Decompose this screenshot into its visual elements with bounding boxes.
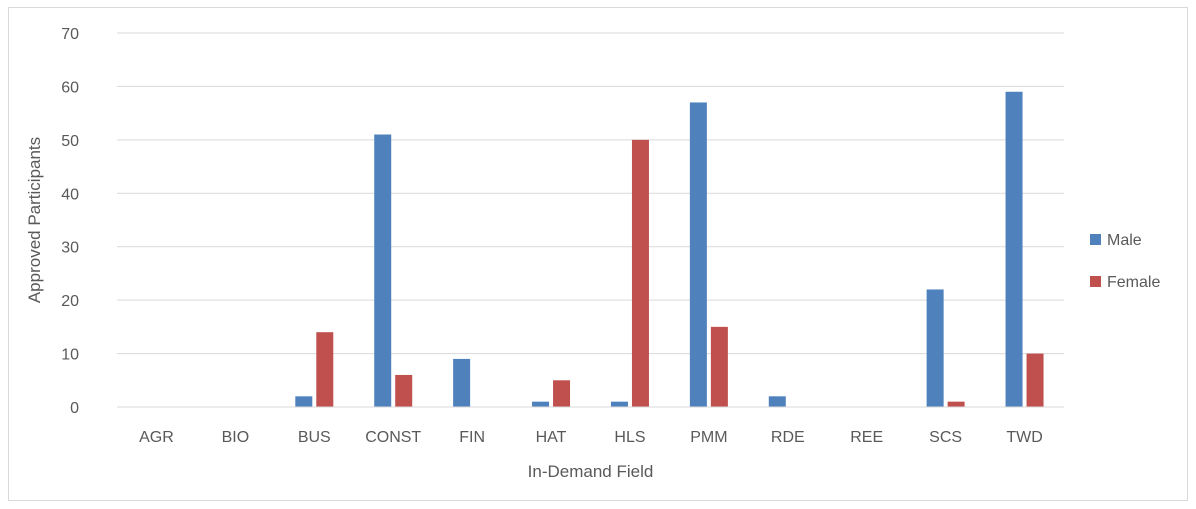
legend-swatch-male <box>1090 234 1101 245</box>
bar-female-hls <box>631 139 649 407</box>
x-tick-label: BUS <box>298 429 331 446</box>
chart-frame <box>8 7 1188 501</box>
x-tick-label: HAT <box>536 429 567 446</box>
x-tick-label: HLS <box>614 429 645 446</box>
bar-male-pmm <box>689 102 707 407</box>
bar-female-pmm <box>710 326 728 407</box>
gridlines <box>117 32 1064 355</box>
bar-male-hat <box>532 401 550 407</box>
y-tick-label: 10 <box>61 347 79 364</box>
bar-male-bus <box>295 396 313 407</box>
legend: Male Female <box>1090 232 1160 291</box>
bar-male-const <box>374 134 392 407</box>
legend-swatch-female <box>1090 276 1101 287</box>
x-tick-label: BIO <box>222 429 250 446</box>
bars <box>295 91 1044 408</box>
bar-female-bus <box>316 332 334 407</box>
y-axis-title: Approved Participants <box>25 137 44 303</box>
bar-male-twd <box>1005 91 1023 408</box>
legend-label-male: Male <box>1107 232 1142 249</box>
x-tick-label: PMM <box>690 429 727 446</box>
bar-male-fin <box>453 358 471 407</box>
y-tick-label: 0 <box>70 400 79 417</box>
y-tick-label: 50 <box>61 133 79 150</box>
bar-male-hls <box>610 401 628 407</box>
y-tick-label: 30 <box>61 240 79 257</box>
x-tick-label: REE <box>850 429 883 446</box>
x-tick-label: RDE <box>771 429 805 446</box>
y-tick-label: 70 <box>61 26 79 43</box>
x-tick-label: SCS <box>929 429 962 446</box>
bar-female-const <box>395 374 413 407</box>
y-tick-label: 20 <box>61 293 79 310</box>
y-tick-label: 40 <box>61 186 79 203</box>
bar-male-scs <box>926 289 944 407</box>
x-tick-label: TWD <box>1006 429 1042 446</box>
x-axis-title: In-Demand Field <box>528 462 654 481</box>
bar-female-hat <box>553 380 571 407</box>
y-axis-ticks: 0 10 20 30 40 50 60 70 <box>61 26 79 417</box>
x-tick-label: FIN <box>459 429 485 446</box>
legend-label-female: Female <box>1107 274 1160 291</box>
x-axis-ticks: AGR BIO BUS CONST FIN HAT HLS PMM RDE REE SCS TWD <box>139 429 1043 446</box>
y-tick-label: 60 <box>61 79 79 96</box>
x-tick-label: AGR <box>139 429 174 446</box>
bar-female-scs <box>947 401 965 407</box>
bar-male-rde <box>768 396 786 407</box>
x-tick-label: CONST <box>365 429 421 446</box>
bar-female-twd <box>1026 353 1044 407</box>
